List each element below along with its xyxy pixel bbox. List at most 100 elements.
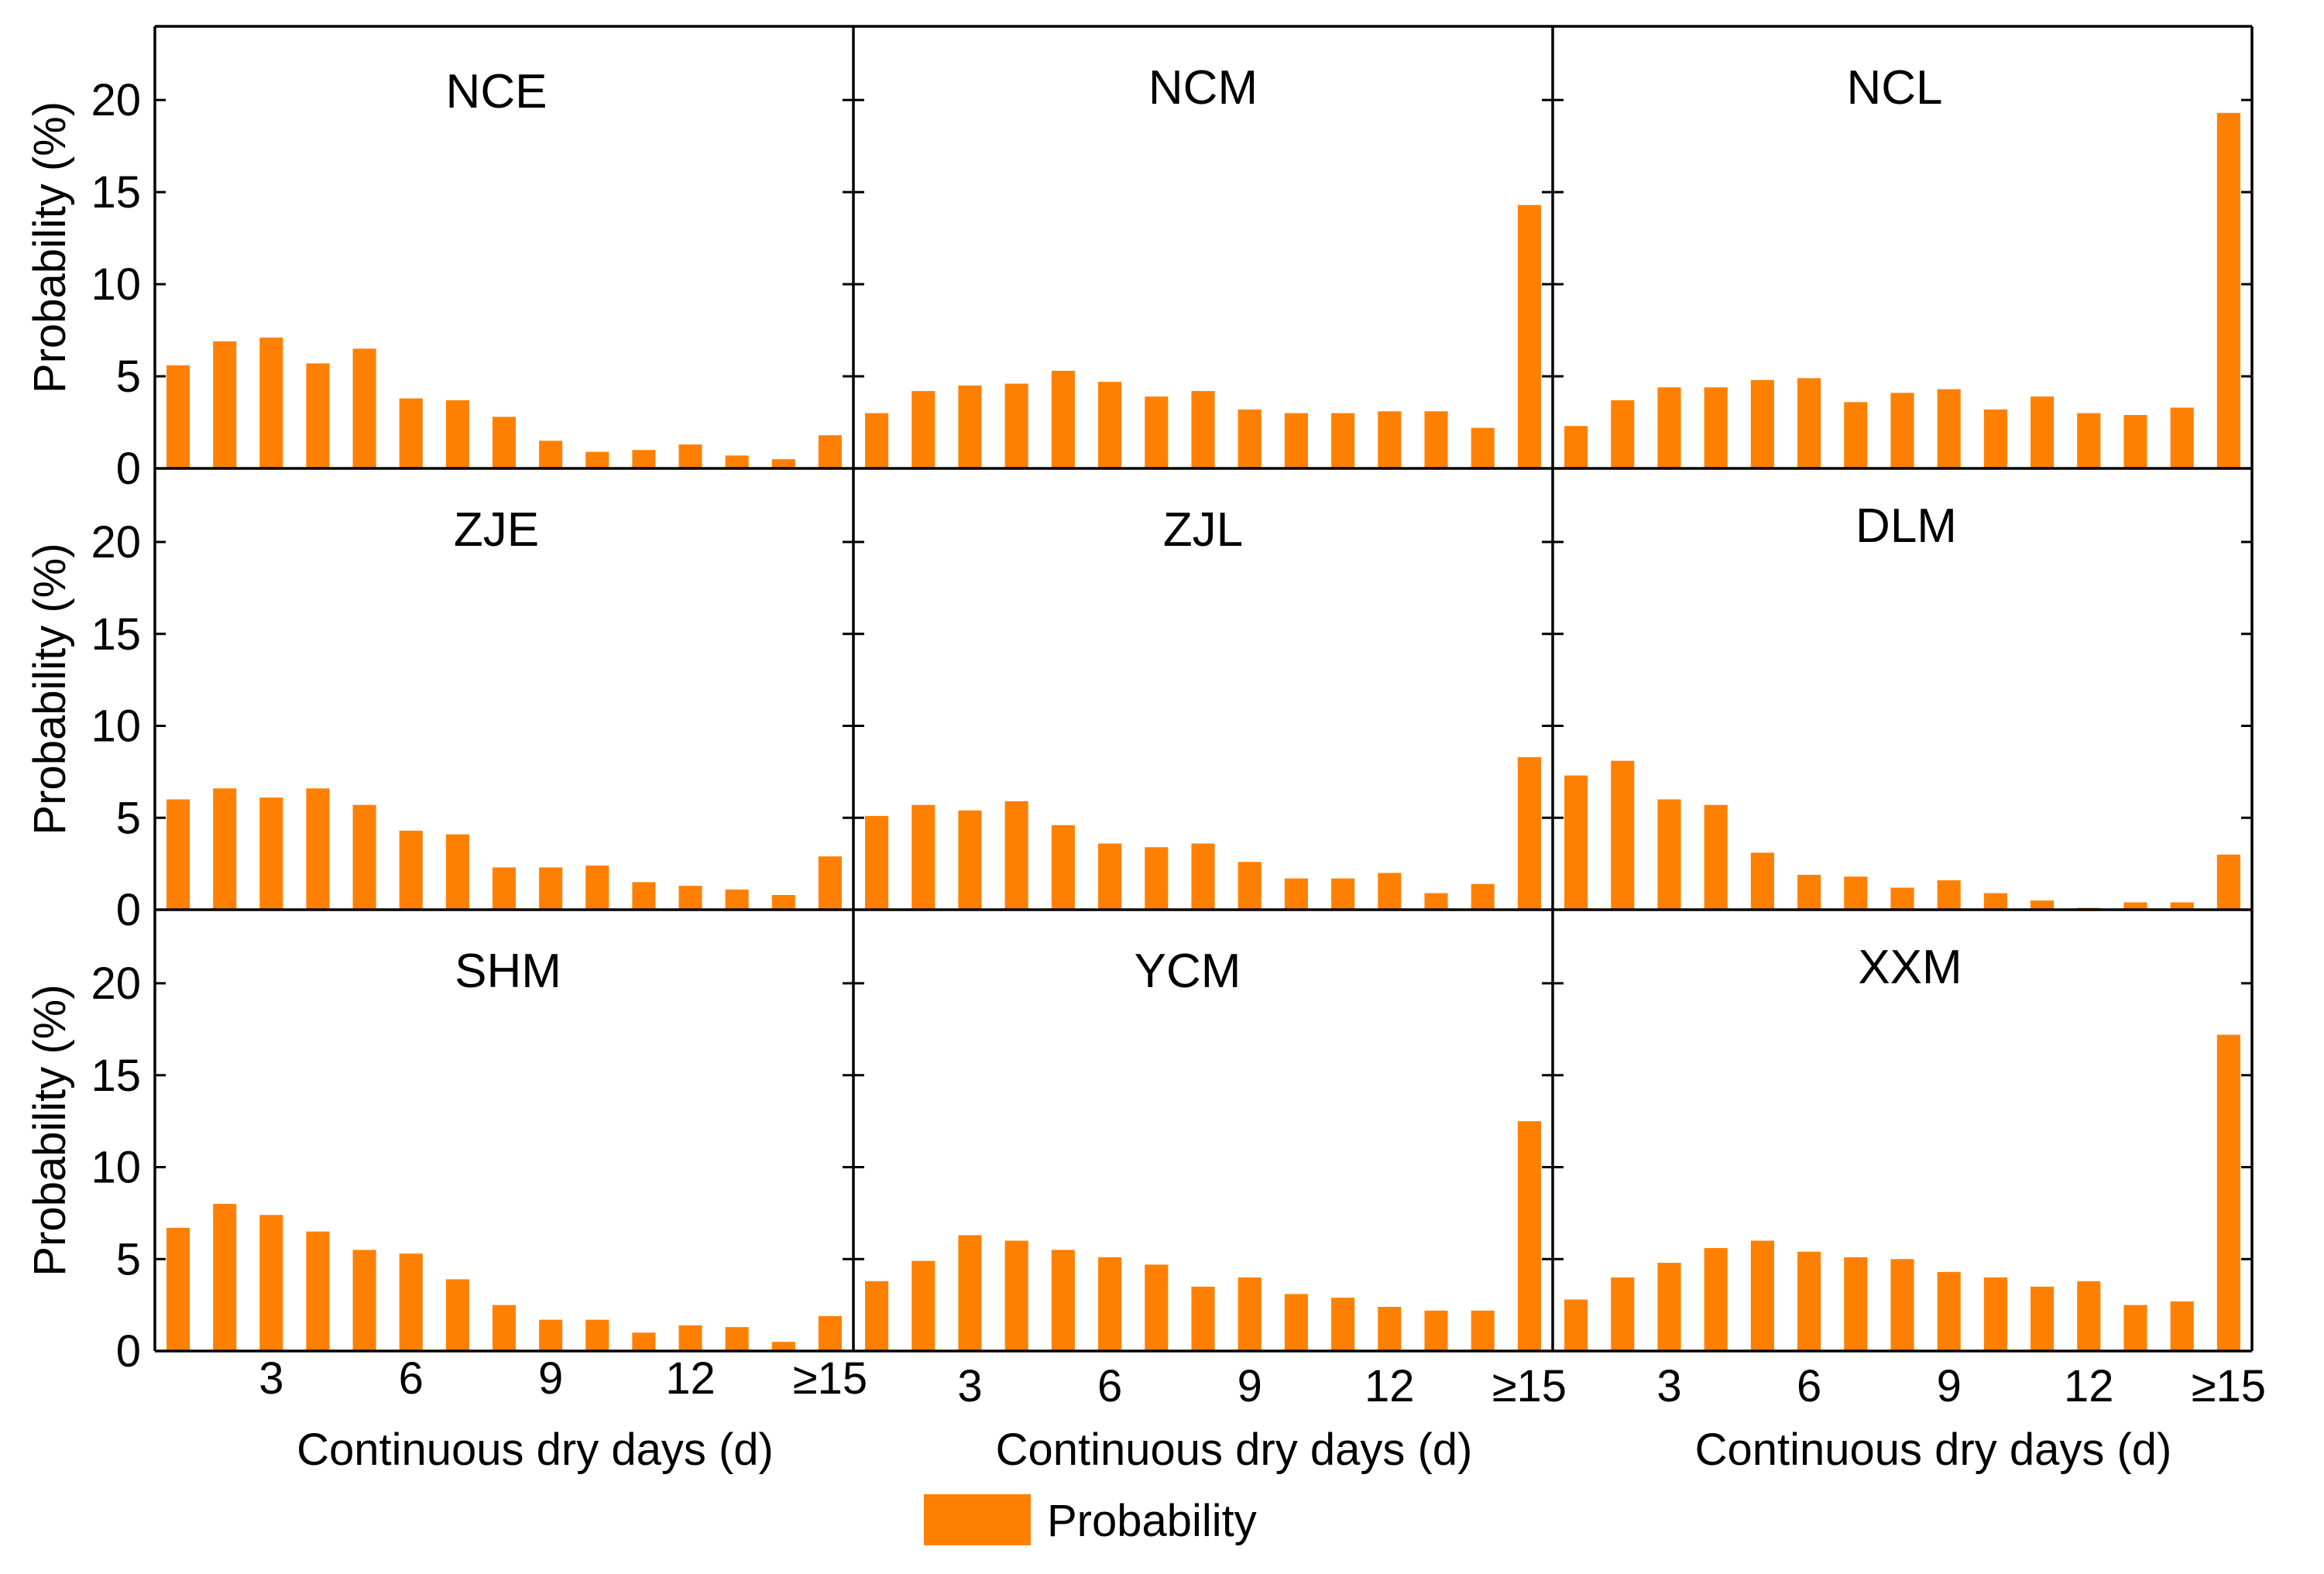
bar-nce-9: [539, 441, 563, 468]
bar-ycm-≥15: [1517, 1121, 1541, 1352]
bar-zjl-4: [1004, 801, 1028, 910]
bar-zje-12: [678, 886, 702, 910]
bar-ncl-≥15: [2216, 112, 2240, 468]
bar-shm-11: [632, 1332, 656, 1351]
bar-ncm-3: [958, 385, 982, 468]
bar-ncl-12: [2077, 413, 2101, 469]
bar-ncl-13: [2123, 415, 2147, 468]
bar-ncl-5: [1750, 379, 1774, 468]
bar-ncm-14: [1471, 427, 1495, 468]
bar-shm-3: [259, 1215, 283, 1351]
bar-ncl-9: [1937, 389, 1961, 468]
panel-zje: ZJE: [155, 503, 853, 911]
bar-nce-10: [585, 451, 609, 468]
bar-xxm-9: [1937, 1271, 1961, 1352]
bar-ncm-8: [1191, 391, 1215, 468]
bar-xxm-8: [1890, 1259, 1914, 1351]
y-tick-label: 20: [91, 958, 141, 1009]
x-tick-label: 12: [665, 1353, 716, 1404]
bar-xxm-12: [2077, 1281, 2101, 1351]
bar-dlm-3: [1657, 799, 1681, 910]
bar-zjl-8: [1191, 843, 1215, 910]
x-tick-label: 12: [2064, 1361, 2114, 1411]
bar-xxm-1: [1564, 1299, 1588, 1351]
bar-zjl-11: [1331, 878, 1355, 910]
bar-nce-≥15: [818, 435, 842, 468]
x-tick-label: 9: [1937, 1361, 1962, 1411]
panel-dlm: DLM: [1553, 499, 2252, 911]
y-tick-label: 20: [91, 517, 141, 568]
x-tick-label: ≥15: [793, 1353, 867, 1404]
bar-xxm-7: [1844, 1257, 1868, 1352]
legend: Probability: [924, 1494, 1257, 1546]
bar-zjl-1: [865, 815, 889, 910]
bar-dlm-4: [1704, 804, 1728, 910]
bar-xxm-6: [1797, 1251, 1821, 1351]
bar-ycm-13: [1424, 1310, 1448, 1351]
bar-shm-≥15: [818, 1315, 842, 1352]
bar-nce-8: [492, 417, 517, 468]
bar-ncm-12: [1378, 411, 1402, 468]
bar-shm-14: [771, 1342, 795, 1352]
bar-ncm-13: [1424, 411, 1448, 468]
bar-zje-11: [632, 882, 656, 910]
bar-ncm-9: [1238, 409, 1262, 468]
bar-ycm-11: [1331, 1298, 1355, 1352]
bar-ncm-10: [1284, 413, 1308, 469]
bar-dlm-6: [1797, 874, 1821, 910]
panel-title-zjl: ZJL: [1163, 503, 1243, 557]
panel-ncl: NCL: [1553, 61, 2252, 470]
bar-xxm-10: [1983, 1277, 2007, 1351]
x-axis-label: Continuous dry days (d): [1695, 1425, 2172, 1475]
bar-zje-10: [585, 866, 609, 910]
bar-nce-11: [632, 450, 656, 468]
bar-ycm-3: [958, 1235, 982, 1352]
bar-zjl-3: [958, 810, 982, 910]
y-tick-label: 10: [91, 259, 141, 310]
bar-shm-13: [725, 1327, 749, 1352]
bar-zjl-≥15: [1517, 756, 1541, 910]
y-tick-label: 15: [91, 609, 141, 660]
bar-ncm-5: [1051, 370, 1075, 468]
bar-ycm-6: [1098, 1257, 1122, 1352]
panel-title-dlm: DLM: [1855, 499, 1957, 553]
bar-xxm-4: [1704, 1248, 1728, 1351]
panel-frame: [153, 25, 2254, 1353]
bar-shm-5: [352, 1250, 376, 1352]
bar-zje-4: [306, 788, 330, 910]
y-axis-label: Probability (%): [25, 101, 75, 393]
y-tick-label: 0: [116, 885, 141, 935]
y-tick-label: 5: [116, 1234, 141, 1284]
bar-ncl-3: [1657, 387, 1681, 468]
y-axis-label: Probability (%): [25, 543, 75, 835]
panel-title-ncm: NCM: [1148, 61, 1258, 115]
panel-title-nce: NCE: [446, 65, 548, 118]
panel-title-ycm: YCM: [1135, 945, 1241, 998]
bar-ncl-6: [1797, 378, 1821, 468]
panel-zjl: ZJL: [853, 503, 1553, 911]
legend-label: Probability: [1047, 1496, 1257, 1546]
bar-nce-12: [678, 444, 702, 468]
x-tick-label: 3: [957, 1361, 982, 1411]
bar-nce-14: [771, 459, 795, 468]
bar-dlm-13: [2123, 902, 2147, 910]
bar-ncl-1: [1564, 426, 1588, 468]
panel-xxm: XXM: [1553, 941, 2252, 1353]
panel-title-xxm: XXM: [1858, 941, 1962, 994]
bar-dlm-8: [1890, 887, 1914, 910]
bar-xxm-≥15: [2216, 1034, 2240, 1351]
bar-zje-3: [259, 797, 283, 910]
x-tick-label: 3: [1656, 1361, 1681, 1411]
bar-ycm-2: [911, 1260, 935, 1352]
bar-ncl-14: [2170, 407, 2194, 468]
x-tick-label: 6: [1797, 1361, 1821, 1411]
bar-zje-2: [213, 788, 237, 910]
bar-zje-1: [166, 799, 191, 910]
bar-zje-9: [539, 867, 563, 910]
y-tick-label: 10: [91, 701, 141, 752]
bar-ycm-7: [1145, 1264, 1169, 1352]
bar-shm-9: [539, 1319, 563, 1352]
bar-ncl-2: [1611, 400, 1635, 468]
x-tick-label: 6: [399, 1353, 424, 1404]
